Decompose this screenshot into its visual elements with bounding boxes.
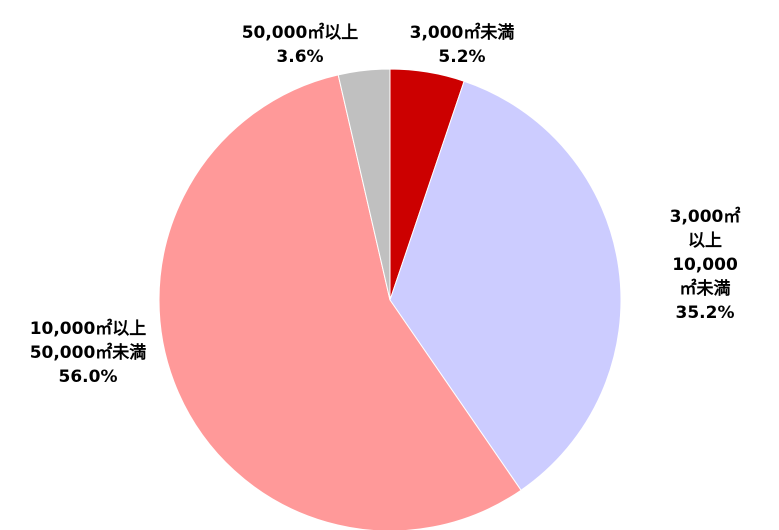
category-name: 3,000㎡未満 (409, 23, 515, 43)
pie-slice (337, 68, 391, 301)
value-label: 35.2% (675, 303, 735, 323)
slice-label: 3,000㎡未満 5.2% (410, 21, 515, 69)
value-label: 3.6% (276, 47, 324, 67)
slice-label: 10,000㎡以上 50,000㎡未満 56.0% (30, 317, 147, 389)
slice-label: 50,000㎡以上 3.6% (242, 21, 359, 69)
pie-slice (389, 80, 622, 491)
pie-slice (158, 74, 522, 530)
category-name: 50,000㎡以上 (241, 23, 359, 43)
value-label: 5.2% (438, 47, 486, 67)
category-name: 10,000㎡以上 50,000㎡未満 (29, 319, 147, 363)
category-name: 3,000㎡以上 10,000㎡未満 (669, 207, 741, 299)
slice-label: 3,000㎡以上 10,000㎡未満 35.2% (668, 205, 742, 325)
value-label: 56.0% (58, 367, 118, 387)
